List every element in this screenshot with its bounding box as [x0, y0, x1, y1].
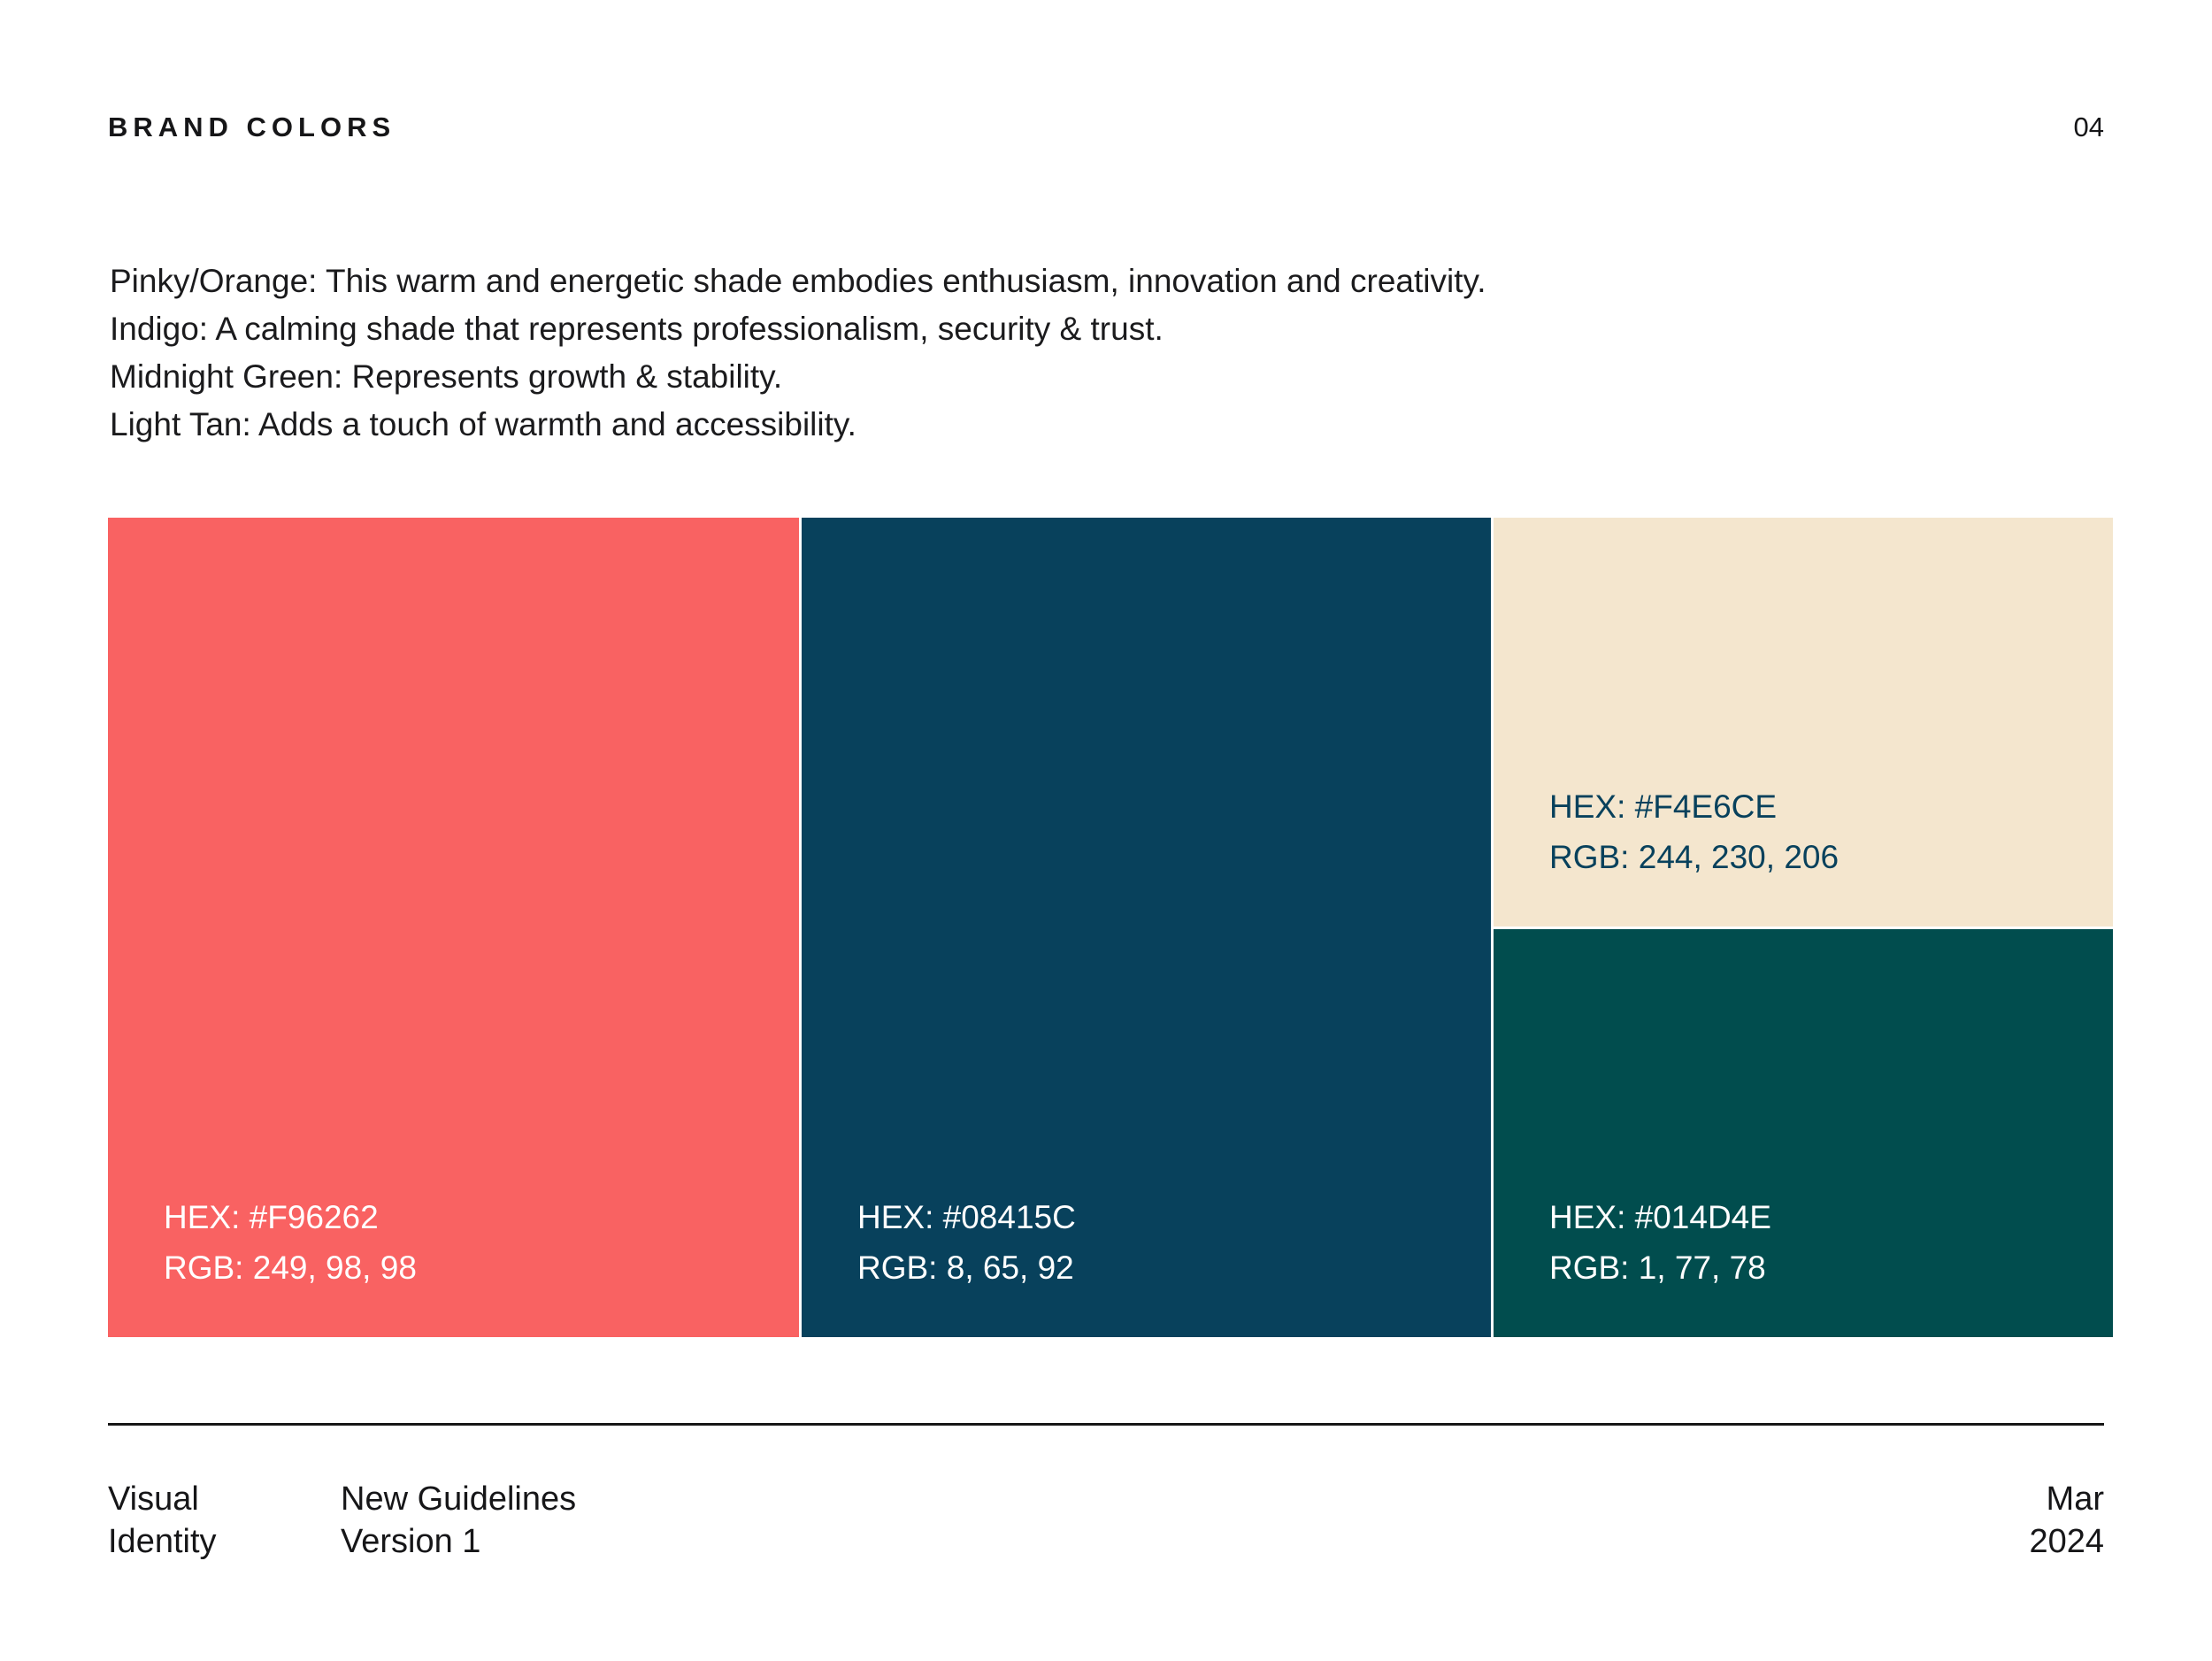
footer-date: Mar 2024: [2029, 1478, 2104, 1563]
swatch-rgb-value: RGB: 249, 98, 98: [164, 1250, 417, 1286]
color-swatch-grid: HEX: #F96262 RGB: 249, 98, 98 HEX: #0841…: [108, 518, 2113, 1337]
footer-doc-title-line1: Visual: [108, 1480, 199, 1518]
swatch-hex-value: HEX: #F96262: [164, 1199, 379, 1235]
footer-doc-title-line2: Identity: [108, 1523, 217, 1560]
footer-date-line2: 2024: [2029, 1523, 2104, 1560]
footer-version-line2: Version 1: [341, 1523, 481, 1560]
swatch-indigo: HEX: #08415C RGB: 8, 65, 92: [802, 518, 1491, 1337]
page-number: 04: [2073, 112, 2104, 142]
footer-divider: [108, 1423, 2104, 1426]
swatch-rgb-value: RGB: 244, 230, 206: [1549, 838, 1839, 875]
swatch-label: HEX: #014D4E RGB: 1, 77, 78: [1549, 1192, 1771, 1293]
description-line-light-tan: Light Tan: Adds a touch of warmth and ac…: [110, 406, 856, 442]
description-line-midnight-green: Midnight Green: Represents growth & stab…: [110, 358, 783, 395]
footer: Visual Identity New Guidelines Version 1…: [108, 1478, 2104, 1563]
swatch-midnight-green: HEX: #014D4E RGB: 1, 77, 78: [1494, 928, 2113, 1337]
footer-version: New Guidelines Version 1: [341, 1478, 2029, 1563]
page-title: BRAND COLORS: [108, 112, 396, 142]
swatch-label: HEX: #F4E6CE RGB: 244, 230, 206: [1549, 781, 1839, 882]
swatch-hex-value: HEX: #08415C: [857, 1199, 1076, 1235]
swatch-label: HEX: #08415C RGB: 8, 65, 92: [857, 1192, 1076, 1293]
swatch-light-tan: HEX: #F4E6CE RGB: 244, 230, 206: [1494, 518, 2113, 927]
swatch-column-right: HEX: #F4E6CE RGB: 244, 230, 206 HEX: #01…: [1494, 518, 2113, 1337]
swatch-rgb-value: RGB: 1, 77, 78: [1549, 1250, 1766, 1286]
swatch-rgb-value: RGB: 8, 65, 92: [857, 1250, 1074, 1286]
footer-date-line1: Mar: [2046, 1480, 2104, 1518]
swatch-hex-value: HEX: #F4E6CE: [1549, 788, 1778, 825]
swatch-label: HEX: #F96262 RGB: 249, 98, 98: [164, 1192, 417, 1293]
description-line-indigo: Indigo: A calming shade that represents …: [110, 311, 1164, 347]
color-descriptions: Pinky/Orange: This warm and energetic sh…: [110, 258, 1486, 449]
footer-version-line1: New Guidelines: [341, 1480, 577, 1518]
swatch-pinky-orange: HEX: #F96262 RGB: 249, 98, 98: [108, 518, 799, 1337]
header: BRAND COLORS 04: [108, 112, 2104, 143]
footer-doc-title: Visual Identity: [108, 1478, 341, 1563]
description-line-pinky-orange: Pinky/Orange: This warm and energetic sh…: [110, 263, 1486, 299]
swatch-hex-value: HEX: #014D4E: [1549, 1199, 1771, 1235]
